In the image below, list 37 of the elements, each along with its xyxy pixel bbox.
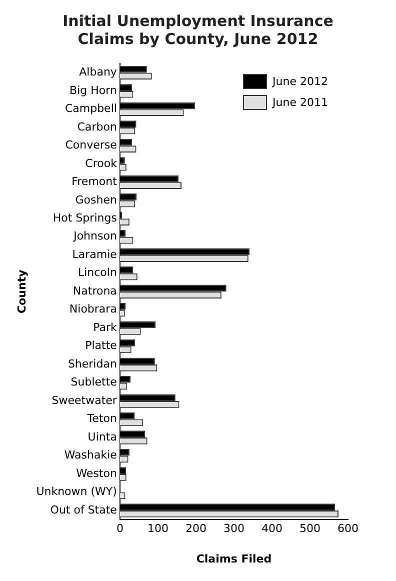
y-tick-label: Out of State — [50, 503, 118, 516]
x-tick-label: 200 — [185, 522, 206, 536]
y-tick-label: Lincoln — [78, 266, 117, 280]
y-tick-label: Unknown (WY) — [36, 485, 117, 498]
y-tick-label: Converse — [65, 138, 118, 152]
x-tick-label: 0 — [116, 522, 124, 536]
y-tick-label: Goshen — [75, 193, 117, 206]
y-tick-label: Sweetwater — [52, 394, 118, 407]
y-tick-label: Albany — [79, 66, 118, 79]
y-tick-label: Sublette — [70, 376, 118, 389]
y-tick-label: Carbon — [77, 120, 117, 134]
y-tick-label: Teton — [86, 412, 117, 426]
chart-title: Initial Unemployment Insurance Claims by County, June 2012 — [62, 11, 334, 50]
x-axis-title: Claims Filed — [196, 552, 272, 566]
y-tick-label: Hot Springs — [52, 212, 118, 224]
y-tick-label: Weston — [76, 466, 117, 480]
y-tick-label: Laramie — [72, 248, 118, 261]
x-tick-label: 600 — [338, 522, 358, 536]
x-tick-label: 300 — [223, 522, 244, 536]
y-tick-label: Big Horn — [70, 84, 117, 97]
y-tick-label: Uinta — [88, 430, 117, 444]
y-tick-label: Washakie — [64, 448, 118, 462]
y-tick-label: Platte — [85, 339, 118, 352]
y-tick-label: Crook — [85, 156, 118, 170]
y-tick-label: Campbell — [64, 102, 117, 116]
y-tick-label: Niobrara — [69, 302, 117, 316]
x-tick-label: 500 — [299, 522, 320, 536]
y-tick-label: Natrona — [72, 284, 117, 298]
y-tick-label: Fremont — [72, 175, 118, 188]
legend-label: June 2011 — [272, 96, 328, 109]
y-tick-label: Park — [93, 320, 118, 334]
y-tick-label: Johnson — [72, 230, 117, 243]
x-tick-label: 400 — [261, 522, 282, 536]
y-axis-title: County — [15, 270, 28, 314]
x-tick-label: 100 — [147, 522, 168, 536]
y-tick-label: Sheridan — [68, 357, 117, 370]
legend-label: June 2012 — [272, 75, 328, 88]
